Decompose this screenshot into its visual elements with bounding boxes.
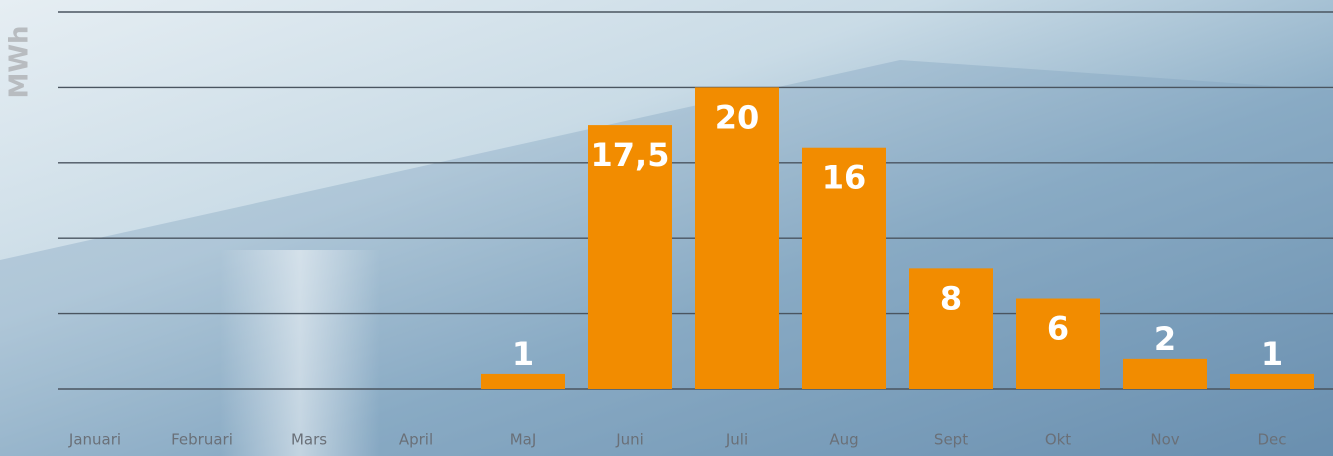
x-tick-label: Aug (829, 431, 858, 449)
value-label: 16 (822, 159, 867, 197)
x-tick-label: Januari (68, 431, 121, 449)
value-label: 20 (715, 98, 760, 136)
value-label: 8 (940, 279, 962, 317)
x-tick-label: Juni (615, 431, 644, 449)
page: {"chart_data": {"type": "bar", "y_label"… (0, 0, 1333, 456)
bar (1123, 359, 1207, 389)
value-label: 17,5 (591, 136, 670, 174)
bar (481, 374, 565, 389)
x-tick-label: Februari (171, 431, 233, 449)
x-tick-label: April (399, 431, 433, 449)
x-tick-label: Nov (1150, 431, 1179, 449)
value-label: 6 (1047, 310, 1069, 348)
value-label: 1 (512, 335, 534, 373)
x-tick-label: Mars (291, 431, 327, 449)
x-tick-label: Okt (1045, 431, 1071, 449)
value-label: 1 (1261, 335, 1283, 373)
y-axis-label: MWh (5, 25, 35, 98)
x-tick-label: MaJ (510, 431, 537, 449)
value-label: 2 (1154, 320, 1176, 358)
x-tick-label: Dec (1257, 431, 1286, 449)
x-tick-label: Juli (725, 431, 748, 449)
x-tick-label: Sept (934, 431, 968, 449)
glare (220, 250, 380, 456)
bar (1230, 374, 1314, 389)
chart: MWh Januari Februari Mars April MaJ 1 Juni 17,5… (0, 0, 1333, 456)
